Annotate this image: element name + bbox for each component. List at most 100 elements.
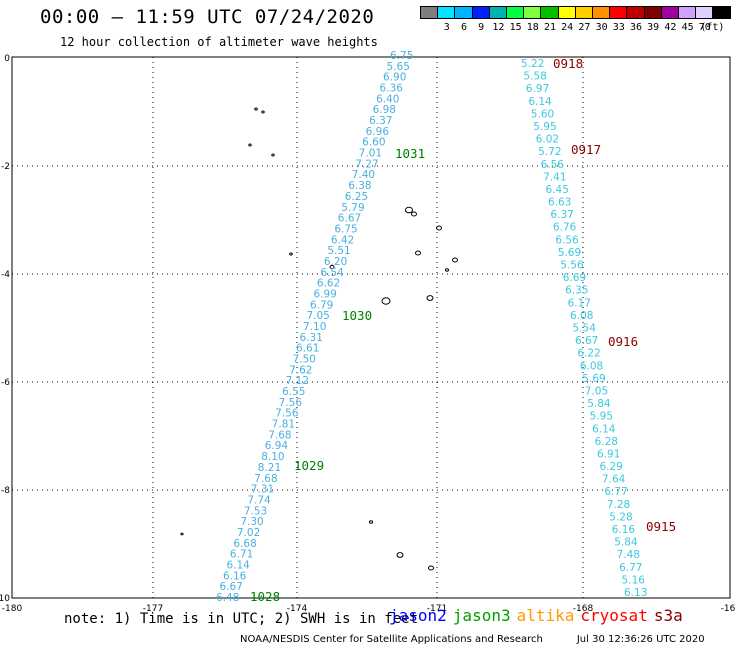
wave-height-value: 6.99 xyxy=(313,288,336,300)
pass-time-label: 0918 xyxy=(553,56,583,71)
island-outline xyxy=(248,143,252,147)
wave-height-value: 7.27 xyxy=(355,158,378,170)
wave-height-value: 6.29 xyxy=(599,461,622,473)
wave-height-value: 6.63 xyxy=(548,197,571,209)
color-scale-label: 70 xyxy=(698,22,711,33)
wave-height-value: 6.36 xyxy=(380,83,404,95)
longitude-label: -171 xyxy=(427,604,447,614)
longitude-label: -16 xyxy=(721,604,736,614)
island-outline xyxy=(289,252,293,256)
wave-height-value: 6.68 xyxy=(233,538,256,550)
wave-height-value: 7.56 xyxy=(275,408,299,420)
satellite-legend-item: jason3 xyxy=(452,606,511,625)
longitude-label: -174 xyxy=(287,604,308,614)
pass-time-label: 0916 xyxy=(608,334,638,349)
pass-time-label: 0915 xyxy=(646,519,676,534)
island-outline xyxy=(411,211,417,217)
island-outline xyxy=(381,297,391,305)
map-border xyxy=(11,56,731,599)
map-frame xyxy=(11,56,731,599)
wave-height-value: 6.61 xyxy=(296,343,319,355)
latitude-label: 0 xyxy=(4,54,10,64)
wave-height-value: 6.96 xyxy=(366,126,390,138)
wave-height-value: 6.17 xyxy=(568,297,591,309)
wave-height-value: 6.98 xyxy=(373,104,396,116)
wave-height-value: 6.94 xyxy=(265,440,289,452)
satellite-legend-item: s3a xyxy=(653,606,683,625)
wave-height-value: 6.77 xyxy=(604,486,627,498)
wave-height-value: 7.68 xyxy=(268,429,291,441)
color-scale-label: 18 xyxy=(526,22,539,33)
color-scale-label: 42 xyxy=(664,22,677,33)
wave-height-value: 7.05 xyxy=(585,385,608,397)
wave-height-value: 5.28 xyxy=(609,511,632,523)
wave-height-value: 6.79 xyxy=(310,299,333,311)
island-outline xyxy=(436,225,442,231)
color-scale-label: 12 xyxy=(492,22,505,33)
color-scale-label: 45 xyxy=(681,22,694,33)
wave-height-value: 6.67 xyxy=(219,581,242,593)
color-scale-label: 36 xyxy=(629,22,643,33)
satellite-legend-item: jason2 xyxy=(389,606,447,625)
wave-height-value: 7.02 xyxy=(237,527,260,539)
wave-height-value: 5.72 xyxy=(538,146,561,158)
island-outline xyxy=(445,268,449,272)
wave-height-value: 7.12 xyxy=(286,375,309,387)
islands xyxy=(180,107,458,571)
island-outline xyxy=(271,153,275,157)
wave-height-value: 6.20 xyxy=(324,256,347,268)
wave-height-value: 6.67 xyxy=(338,213,361,225)
wave-height-value: 7.53 xyxy=(244,505,267,517)
satellite-legend-item: altika xyxy=(516,606,575,625)
wave-height-value: 6.62 xyxy=(317,278,340,290)
island-outline xyxy=(261,110,265,114)
latitude-label: -6 xyxy=(1,378,10,388)
island-outline xyxy=(254,107,258,111)
color-scale-label: 24 xyxy=(561,22,574,33)
wave-height-value: 8.10 xyxy=(261,451,284,463)
wave-height-value: 6.08 xyxy=(570,310,593,322)
wave-height-value: 7.28 xyxy=(607,499,630,511)
wave-height-value: 5.56 xyxy=(560,260,584,272)
island-outline xyxy=(180,532,184,536)
wave-height-tracks: 6.755.656.906.366.406.986.376.966.607.01… xyxy=(216,50,676,604)
wave-height-value: 7.41 xyxy=(543,171,566,183)
island-outline xyxy=(415,250,421,256)
wave-height-value: 6.56 xyxy=(555,234,579,246)
wave-height-value: 5.84 xyxy=(614,537,638,549)
wave-height-value: 5.95 xyxy=(590,411,613,423)
color-scale-label: 30 xyxy=(595,22,608,33)
longitude-label: -168 xyxy=(573,604,594,614)
wave-height-value: 6.31 xyxy=(300,332,323,344)
wave-height-value: 5.84 xyxy=(587,398,611,410)
wave-height-value: 5.79 xyxy=(341,202,364,214)
wave-height-value: 7.68 xyxy=(254,473,277,485)
wave-height-value: 6.16 xyxy=(223,570,247,582)
wave-height-value: 7.05 xyxy=(306,310,329,322)
color-scale-label: 9 xyxy=(478,22,485,33)
credit-timestamp: Jul 30 12:36:26 UTC 2020 xyxy=(576,634,705,645)
satellite-legend-item: cryosat xyxy=(580,606,648,625)
wave-height-value: 6.48 xyxy=(216,592,239,604)
wave-height-value: 5.51 xyxy=(327,245,350,257)
axis-labels: -180 -177 -174 -171 -168 -16 0 -2 -4 -6 -8 -10 xyxy=(0,54,736,614)
wave-height-value: 5.60 xyxy=(531,108,554,120)
wave-height-value: 6.97 xyxy=(526,83,549,95)
wave-height-value: 6.55 xyxy=(282,386,305,398)
wave-height-value: 5.69 xyxy=(558,247,581,259)
island-outline xyxy=(452,257,458,263)
wave-height-value: 6.60 xyxy=(362,137,385,149)
wave-height-value: 7.48 xyxy=(617,549,640,561)
color-scale-legend: 3 6 9 12 15 18 21 24 27 30 33 36 39 42 45 70 (ft) xyxy=(420,6,738,38)
wave-height-value: 6.22 xyxy=(577,348,600,360)
page-subtitle: 12 hour collection of altimeter wave hei… xyxy=(60,35,378,49)
color-scale-label: 15 xyxy=(509,22,522,33)
color-scale-label: 6 xyxy=(460,22,468,33)
latitude-label: -8 xyxy=(1,486,10,496)
wave-height-value: 6.14 xyxy=(226,559,250,571)
wave-height-value: 6.67 xyxy=(575,335,598,347)
map-grid xyxy=(12,57,730,598)
longitude-label: -177 xyxy=(143,604,163,614)
wave-height-value: 7.01 xyxy=(359,148,382,160)
